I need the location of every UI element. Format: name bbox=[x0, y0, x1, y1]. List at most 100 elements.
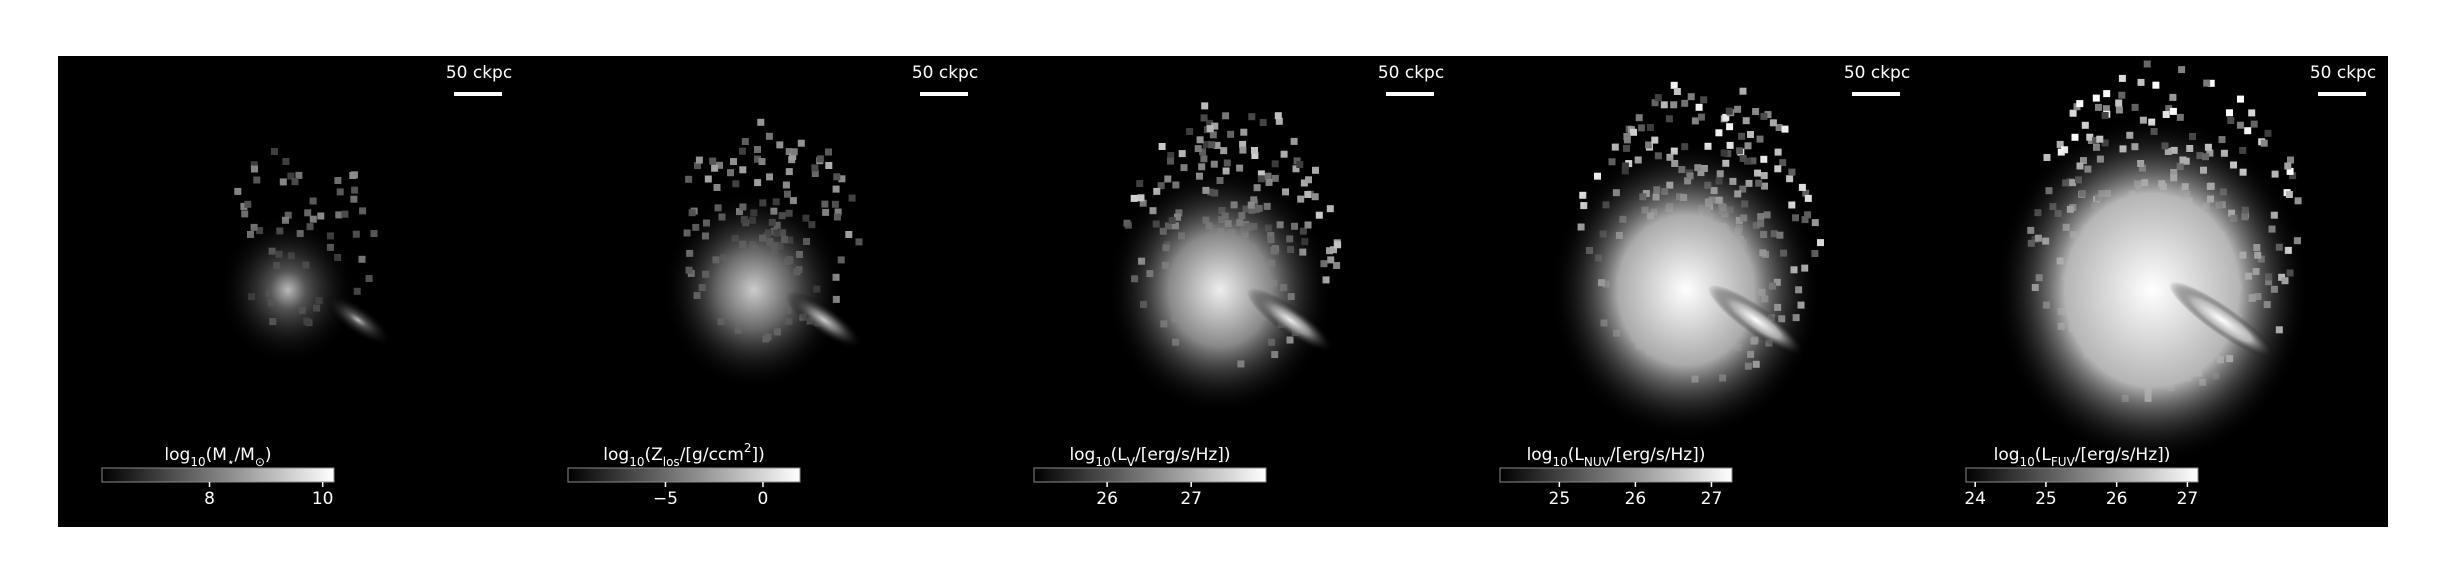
pixel bbox=[1715, 129, 1723, 137]
pixel bbox=[1811, 219, 1819, 227]
pixel bbox=[1802, 189, 1810, 197]
pixel bbox=[334, 177, 342, 184]
label-part: (L bbox=[1111, 445, 1128, 465]
pixel bbox=[317, 212, 325, 220]
pixel bbox=[834, 208, 842, 216]
pixel bbox=[1738, 132, 1746, 140]
pixel bbox=[295, 171, 303, 179]
pixel bbox=[825, 148, 832, 156]
pixel bbox=[2165, 105, 2173, 113]
pixel bbox=[1775, 124, 1783, 131]
pixel bbox=[754, 179, 762, 187]
colorbar-tick-label: 27 bbox=[1180, 489, 1202, 509]
galaxy-arm bbox=[785, 291, 863, 349]
pixel bbox=[1726, 123, 1734, 131]
pixel bbox=[1211, 122, 1219, 130]
pixel bbox=[1788, 168, 1796, 176]
pixel bbox=[2115, 99, 2123, 107]
pixel bbox=[1210, 160, 1218, 168]
pixel bbox=[1251, 147, 1258, 154]
pixel bbox=[1687, 93, 1695, 101]
pixel bbox=[1334, 241, 1342, 249]
pixel bbox=[1670, 101, 1678, 109]
pixel bbox=[336, 188, 344, 196]
pixel bbox=[2203, 79, 2211, 87]
pixel bbox=[1781, 125, 1789, 133]
pixel bbox=[1681, 99, 1689, 107]
pixel bbox=[1194, 145, 1202, 153]
pixel bbox=[1739, 87, 1747, 95]
pixel bbox=[1167, 152, 1175, 160]
pixel bbox=[1623, 133, 1631, 140]
pixel bbox=[765, 132, 773, 140]
pixel bbox=[758, 158, 766, 165]
pixel bbox=[732, 180, 740, 188]
pixel bbox=[754, 155, 761, 163]
pixel bbox=[1764, 111, 1772, 119]
pixel bbox=[1136, 180, 1144, 187]
label-part: log bbox=[164, 445, 190, 465]
colorbar-tick-label: 25 bbox=[1549, 489, 1571, 509]
pixel bbox=[1296, 161, 1304, 168]
label-part: 10 bbox=[1095, 455, 1110, 469]
pixel bbox=[1248, 113, 1256, 121]
pixel bbox=[2294, 197, 2302, 205]
pixel bbox=[358, 255, 366, 263]
pixel bbox=[757, 118, 765, 126]
pixel bbox=[2103, 90, 2111, 98]
pixel bbox=[1180, 164, 1188, 172]
pixel bbox=[2076, 100, 2084, 108]
pixel bbox=[845, 231, 853, 238]
scale-bar-label: 50 ckpc bbox=[446, 63, 512, 83]
pixel bbox=[1747, 131, 1754, 138]
pixel bbox=[1670, 81, 1678, 89]
pixel bbox=[2056, 140, 2064, 148]
pixel bbox=[2162, 111, 2170, 118]
label-part: 2 bbox=[744, 441, 752, 455]
pixel bbox=[2271, 170, 2279, 178]
pixel bbox=[1760, 112, 1768, 120]
pixel bbox=[1223, 159, 1231, 167]
pixel bbox=[730, 158, 737, 165]
label-part: log bbox=[1994, 445, 2020, 465]
colorbar-tick-label: −5 bbox=[653, 489, 678, 509]
scale-bar-label: 50 ckpc bbox=[1844, 63, 1910, 83]
pixel bbox=[2092, 94, 2100, 102]
pixel bbox=[1774, 148, 1782, 156]
pixel bbox=[1240, 128, 1248, 136]
pixel bbox=[2178, 66, 2186, 74]
pixel bbox=[282, 158, 290, 165]
pixel bbox=[1200, 155, 1208, 163]
pixel bbox=[833, 173, 841, 181]
label-part: /M bbox=[234, 445, 254, 465]
colorbar-tick-label: 26 bbox=[1625, 489, 1647, 509]
pixel bbox=[253, 176, 261, 184]
pixel bbox=[1769, 119, 1777, 127]
galaxy-arm bbox=[1707, 284, 1805, 356]
label-part: /[g/ccm bbox=[680, 445, 744, 465]
label-part: los bbox=[663, 455, 680, 469]
colorbar bbox=[1033, 467, 1267, 483]
pixel bbox=[2169, 93, 2177, 101]
pixel bbox=[831, 200, 839, 208]
label-part: ⋆ bbox=[227, 455, 235, 469]
pixel bbox=[1630, 128, 1637, 136]
pixel bbox=[1292, 165, 1300, 173]
colorbar-tick-label: 27 bbox=[1701, 489, 1723, 509]
pixel bbox=[1646, 124, 1654, 131]
pixel bbox=[855, 238, 863, 246]
pixel bbox=[1297, 195, 1305, 203]
pixel bbox=[351, 186, 359, 194]
pixel bbox=[789, 153, 797, 161]
pixel bbox=[711, 164, 719, 172]
pixel bbox=[1208, 141, 1216, 149]
pixel bbox=[1200, 114, 1208, 122]
pixel bbox=[1673, 88, 1681, 95]
pixel bbox=[766, 173, 773, 181]
pixel bbox=[240, 202, 248, 210]
label-part: (M bbox=[206, 445, 227, 465]
pixel bbox=[821, 200, 829, 208]
pixel bbox=[1274, 112, 1282, 120]
label-part: /[erg/s/Hz]) bbox=[2075, 445, 2171, 465]
